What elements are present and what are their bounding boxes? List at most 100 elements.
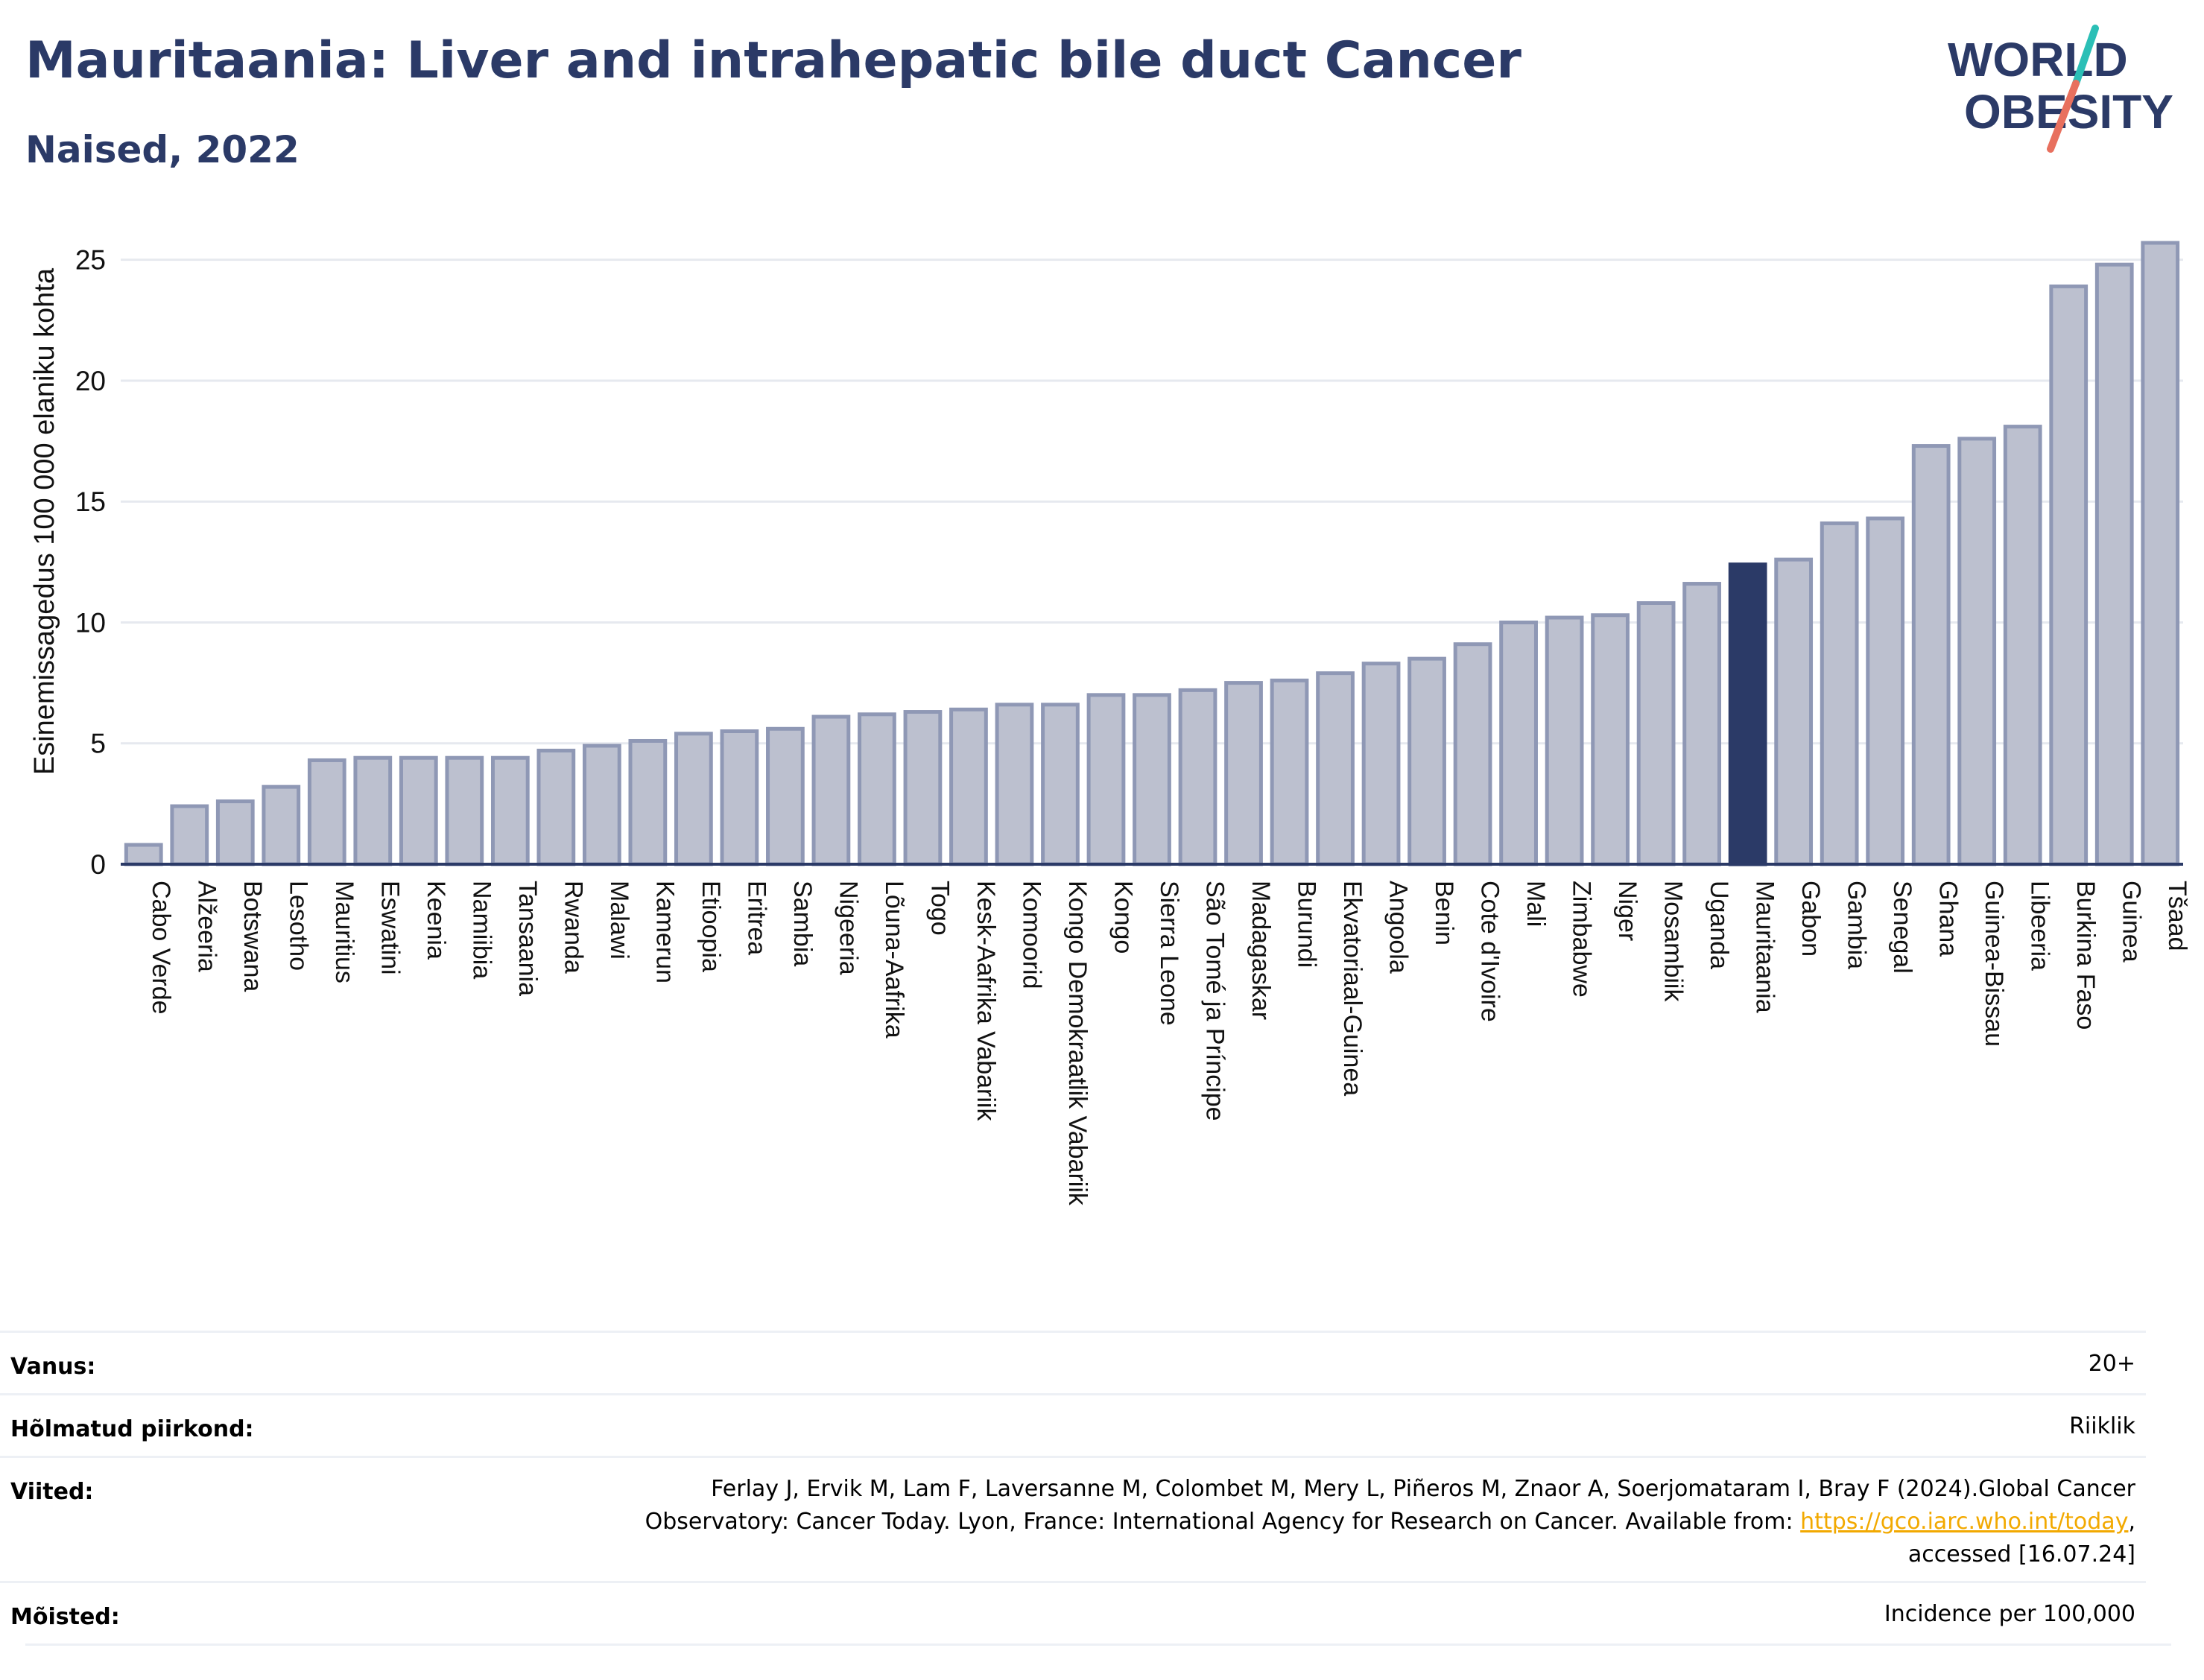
bar-ekvatoriaal-guinea: [1316, 671, 1355, 866]
x-tick-label: Alžeeria: [192, 881, 221, 972]
x-tick-label: Kongo: [1109, 881, 1137, 954]
x-tick-label: Botswana: [238, 881, 267, 992]
x-tick-label: Kesk-Aafrika Vabariik: [972, 881, 1000, 1121]
x-tick-label: Malawi: [605, 881, 633, 960]
meta-value-references: Ferlay J, Ervik M, Lam F, Laversanne M, …: [645, 1473, 2135, 1571]
y-tick-label: 25: [75, 245, 106, 276]
y-axis-label: Esinemissagedus 100 000 elaniku kohta: [29, 267, 60, 775]
bar-eswatini: [353, 755, 393, 866]
x-tick-label: Madagaskar: [1247, 881, 1275, 1020]
bar-kongo-demokraatlik-vabariik: [1041, 703, 1080, 866]
x-tick-label: Ghana: [1934, 881, 1963, 957]
bar-sambia: [766, 726, 805, 866]
x-tick-label: Mauritius: [330, 881, 358, 983]
reference-line-2: Observatory: Cancer Today. Lyon, France:…: [645, 1509, 2135, 1535]
bar-mosambiik: [1636, 601, 1676, 866]
reference-line-3: accessed [16.07.24]: [1907, 1541, 2135, 1568]
x-tick-label: Kamerun: [650, 881, 679, 983]
meta-row-definitions: Mõisted: Incidence per 100,000: [0, 1581, 2146, 1646]
x-tick-label: São Tomé ja Príncipe: [1201, 881, 1229, 1121]
meta-label-definitions: Mõisted:: [10, 1604, 120, 1630]
bar-mauritius: [307, 758, 346, 866]
meta-label-age: Vanus:: [10, 1354, 96, 1380]
x-tick-label: Niger: [1613, 881, 1641, 941]
bar-sierra-leone: [1133, 693, 1171, 866]
bar-cote-d-ivoire: [1453, 642, 1492, 866]
bar-kesk-aafrika-vabariik: [949, 707, 988, 866]
x-tick-label: Cote d'Ivoire: [1476, 881, 1504, 1022]
meta-row-references: Viited: Ferlay J, Ervik M, Lam F, Lavers…: [0, 1456, 2146, 1583]
bar-komoorid: [995, 703, 1034, 866]
bar-kongo: [1086, 693, 1126, 866]
x-tick-label: Togo: [925, 881, 954, 936]
x-tick-label: Gambia: [1843, 881, 1871, 969]
bar-madagaskar: [1224, 681, 1263, 866]
bar-l-una-aafrika: [858, 712, 896, 866]
logo-slash-coral: [2047, 80, 2080, 153]
meta-label-references: Viited:: [10, 1479, 94, 1505]
bar-malawi: [582, 744, 621, 866]
chart-subtitle: Naised, 2022: [25, 128, 300, 171]
meta-value-age: 20+: [2088, 1351, 2135, 1377]
meta-label-region: Hõlmatud piirkond:: [10, 1416, 254, 1442]
x-tick-label: Namiibia: [467, 881, 495, 979]
x-tick-label: Guinea: [2118, 881, 2146, 963]
y-tick-label: 0: [90, 849, 106, 880]
bar-gambia: [1820, 521, 1859, 866]
y-tick-label: 20: [75, 366, 106, 396]
x-axis-ticks: Cabo Verde Alžeeria Botswana Lesotho Mauriti…: [147, 881, 2191, 1206]
y-tick-label: 5: [90, 729, 106, 759]
logo-slash-teal: [2072, 25, 2099, 87]
reference-line-1: Ferlay J, Ervik M, Lam F, Laversanne M, …: [711, 1476, 2135, 1502]
bars: [124, 241, 2180, 866]
bar-togo: [903, 710, 943, 866]
bar-burkina-faso: [2049, 284, 2089, 866]
chart-title: Mauritaania: Liver and intrahepatic bile…: [25, 31, 1521, 90]
x-tick-label: Keenia: [422, 881, 450, 960]
bar-libeeria: [2003, 425, 2042, 866]
meta-value-region: Riiklik: [2069, 1413, 2135, 1439]
bar-uganda: [1682, 582, 1722, 866]
x-tick-label: Nigeeria: [834, 881, 862, 975]
bar-kamerun: [628, 738, 668, 866]
bar-zimbabwe: [1545, 615, 1584, 866]
bar-ghana: [1911, 444, 1951, 866]
x-tick-label: Eswatini: [376, 881, 404, 975]
bar-gabon: [1774, 557, 1814, 866]
bar-eritrea: [720, 729, 759, 866]
bar-tansaania: [490, 755, 530, 866]
bar-lesotho: [262, 784, 301, 866]
y-axis-ticks: 0 5 10 15 20 25: [75, 245, 106, 880]
bar-s-o-tom-ja-pr-ncipe: [1178, 688, 1217, 866]
bar-al-eeria: [170, 804, 209, 866]
x-tick-label: Gabon: [1796, 881, 1825, 957]
bar-rwanda: [536, 748, 576, 866]
logo-text-world: WORLD: [1948, 33, 2128, 86]
bar-etioopia: [674, 732, 713, 866]
meta-row-region: Hõlmatud piirkond: Riiklik: [0, 1393, 2146, 1458]
world-obesity-logo: WORLD OBESITY: [1948, 25, 2173, 153]
x-tick-label: Tšaad: [2163, 881, 2191, 951]
reference-link[interactable]: https://gco.iarc.who.int/today: [1800, 1509, 2129, 1535]
x-tick-label: Komoorid: [1017, 881, 1045, 989]
x-tick-label: Eritrea: [742, 881, 770, 955]
bar-guinea-bissau: [1957, 437, 1997, 866]
x-tick-label: Mauritaania: [1751, 881, 1779, 1013]
x-tick-label: Burkina Faso: [2071, 881, 2100, 1030]
y-tick-label: 15: [75, 486, 106, 517]
x-tick-label: Sierra Leone: [1155, 881, 1183, 1026]
bar-benin: [1407, 656, 1446, 866]
x-tick-label: Lesotho: [284, 881, 312, 971]
bar-guinea: [2094, 262, 2134, 866]
x-tick-label: Etioopia: [697, 881, 725, 972]
bar-botswana: [215, 799, 255, 866]
x-tick-label: Kongo Demokraatlik Vabariik: [1063, 881, 1092, 1206]
x-tick-label: Mali: [1521, 881, 1550, 927]
bar-niger: [1591, 613, 1630, 866]
meta-value-definitions: Incidence per 100,000: [1884, 1601, 2135, 1627]
x-tick-label: Angoola: [1384, 881, 1413, 974]
bar-namiibia: [445, 755, 484, 866]
x-tick-label: Lõuna-Aafrika: [880, 881, 908, 1039]
x-tick-label: Benin: [1430, 881, 1458, 945]
bar-senegal: [1866, 516, 1905, 866]
